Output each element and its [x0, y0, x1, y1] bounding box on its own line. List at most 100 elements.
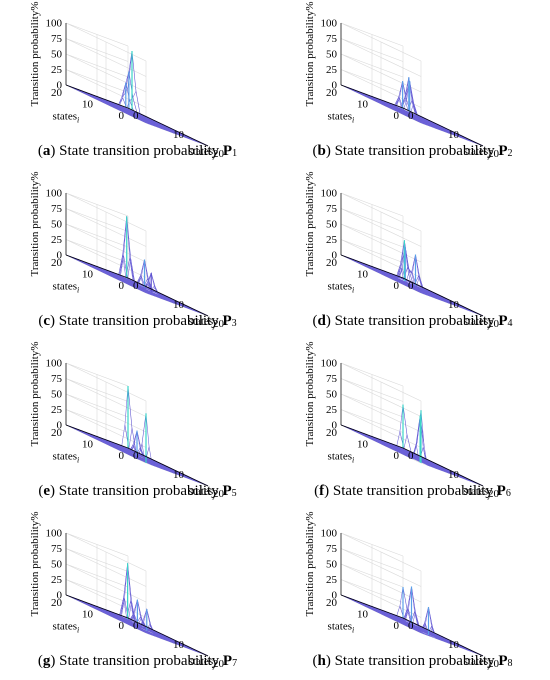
z-tick-label: 75: [51, 543, 63, 555]
z-tick-label: 50: [51, 389, 63, 401]
i-tick-label: 20: [326, 257, 338, 269]
z-tick-label: 0: [57, 590, 63, 602]
mesh-col: [113, 107, 177, 131]
z-tick-label: 100: [321, 358, 338, 370]
mesh-col: [129, 284, 193, 309]
z-tick-label: 50: [51, 49, 63, 61]
j-axis-label: statesj: [464, 146, 491, 160]
axes-grid: [340, 192, 484, 317]
mesh-col: [141, 120, 205, 145]
j-axis-label: statesj: [189, 316, 216, 330]
mesh-col: [404, 454, 468, 479]
mesh-col: [376, 441, 440, 466]
mesh-col: [85, 94, 149, 118]
mesh-row: [124, 71, 206, 145]
surface-mesh: [65, 385, 209, 487]
z-tick-label: 100: [321, 18, 338, 30]
mesh-col: [121, 281, 185, 305]
z-tick-label: 25: [51, 234, 63, 246]
mesh-col: [105, 613, 169, 638]
mesh-col: [412, 118, 476, 143]
z-tick-label: 0: [57, 420, 63, 432]
mesh-col: [348, 88, 412, 112]
mesh-col: [408, 622, 472, 651]
mesh-col: [89, 605, 153, 630]
mesh-col: [93, 97, 157, 122]
j-tick-label: 20: [488, 488, 500, 500]
i-axis-label: statesi: [328, 110, 355, 124]
z-tick-label: 100: [321, 528, 338, 540]
mesh-col: [392, 619, 456, 643]
mesh-col: [404, 114, 468, 139]
mesh-col: [145, 413, 209, 487]
mesh-col: [109, 445, 173, 469]
i-tick-label: 0: [394, 110, 400, 122]
mesh-col: [348, 598, 412, 622]
i-tick-label: 20: [326, 427, 338, 439]
mesh-row: [118, 600, 199, 653]
mesh-col: [129, 114, 193, 139]
z-tick-label: 50: [51, 219, 63, 231]
mesh-col: [133, 286, 197, 311]
mesh-col: [97, 99, 161, 124]
mesh-col: [125, 623, 189, 647]
caption-e: (e) State transition probability P5: [38, 483, 237, 499]
j-tick-label: 10: [448, 639, 460, 651]
mesh-col: [384, 445, 448, 469]
mesh-col: [392, 109, 456, 133]
j-tick-label: 0: [408, 110, 414, 122]
mesh-col: [85, 434, 149, 458]
z-tick-label: 100: [46, 18, 63, 30]
mesh-col: [137, 288, 201, 313]
mesh-col: [356, 432, 420, 456]
mesh-col: [133, 626, 197, 651]
z-axis: 0 25 50 75 100 Transition probability%: [304, 171, 342, 277]
mesh-col: [73, 216, 137, 282]
mesh-col: [348, 258, 412, 282]
i-axis: 0 10 20 statesi: [326, 594, 404, 634]
mesh-col: [360, 604, 424, 628]
mesh-col: [368, 437, 432, 462]
mesh-col: [117, 449, 181, 473]
mesh-row: [402, 586, 484, 657]
mesh-col: [117, 109, 181, 133]
j-tick-label: 10: [173, 469, 185, 481]
i-tick-label: 20: [51, 257, 63, 269]
mesh-col: [89, 435, 153, 460]
mesh-col: [121, 609, 185, 645]
z-axis-label: Transition probability%: [29, 171, 41, 276]
i-tick-label: 10: [357, 269, 369, 281]
surface-mesh: [65, 563, 209, 657]
mesh-col: [400, 283, 464, 307]
z-tick-label: 50: [51, 559, 63, 571]
mesh-col: [360, 240, 424, 288]
mesh-col: [380, 273, 444, 298]
mesh-col: [101, 271, 165, 296]
mesh-col: [141, 290, 205, 315]
mesh-col: [348, 428, 412, 452]
mesh-col: [384, 275, 448, 299]
z-tick-label: 75: [51, 203, 63, 215]
mesh-col: [101, 441, 165, 466]
j-tick-label: 0: [133, 280, 139, 292]
mesh-col: [388, 617, 452, 641]
j-tick-label: 10: [173, 299, 185, 311]
mesh-col: [101, 611, 165, 636]
mesh-col: [356, 262, 420, 286]
z-tick-label: 25: [51, 404, 63, 416]
mesh-col: [145, 632, 209, 657]
mesh-col: [372, 99, 436, 124]
mesh-col: [93, 599, 157, 632]
mesh-row: [402, 404, 484, 487]
mesh-col: [396, 451, 460, 475]
mesh-col: [125, 283, 189, 307]
mesh-col: [404, 284, 468, 309]
z-tick-label: 25: [326, 574, 338, 586]
i-tick-label: 0: [119, 280, 125, 292]
